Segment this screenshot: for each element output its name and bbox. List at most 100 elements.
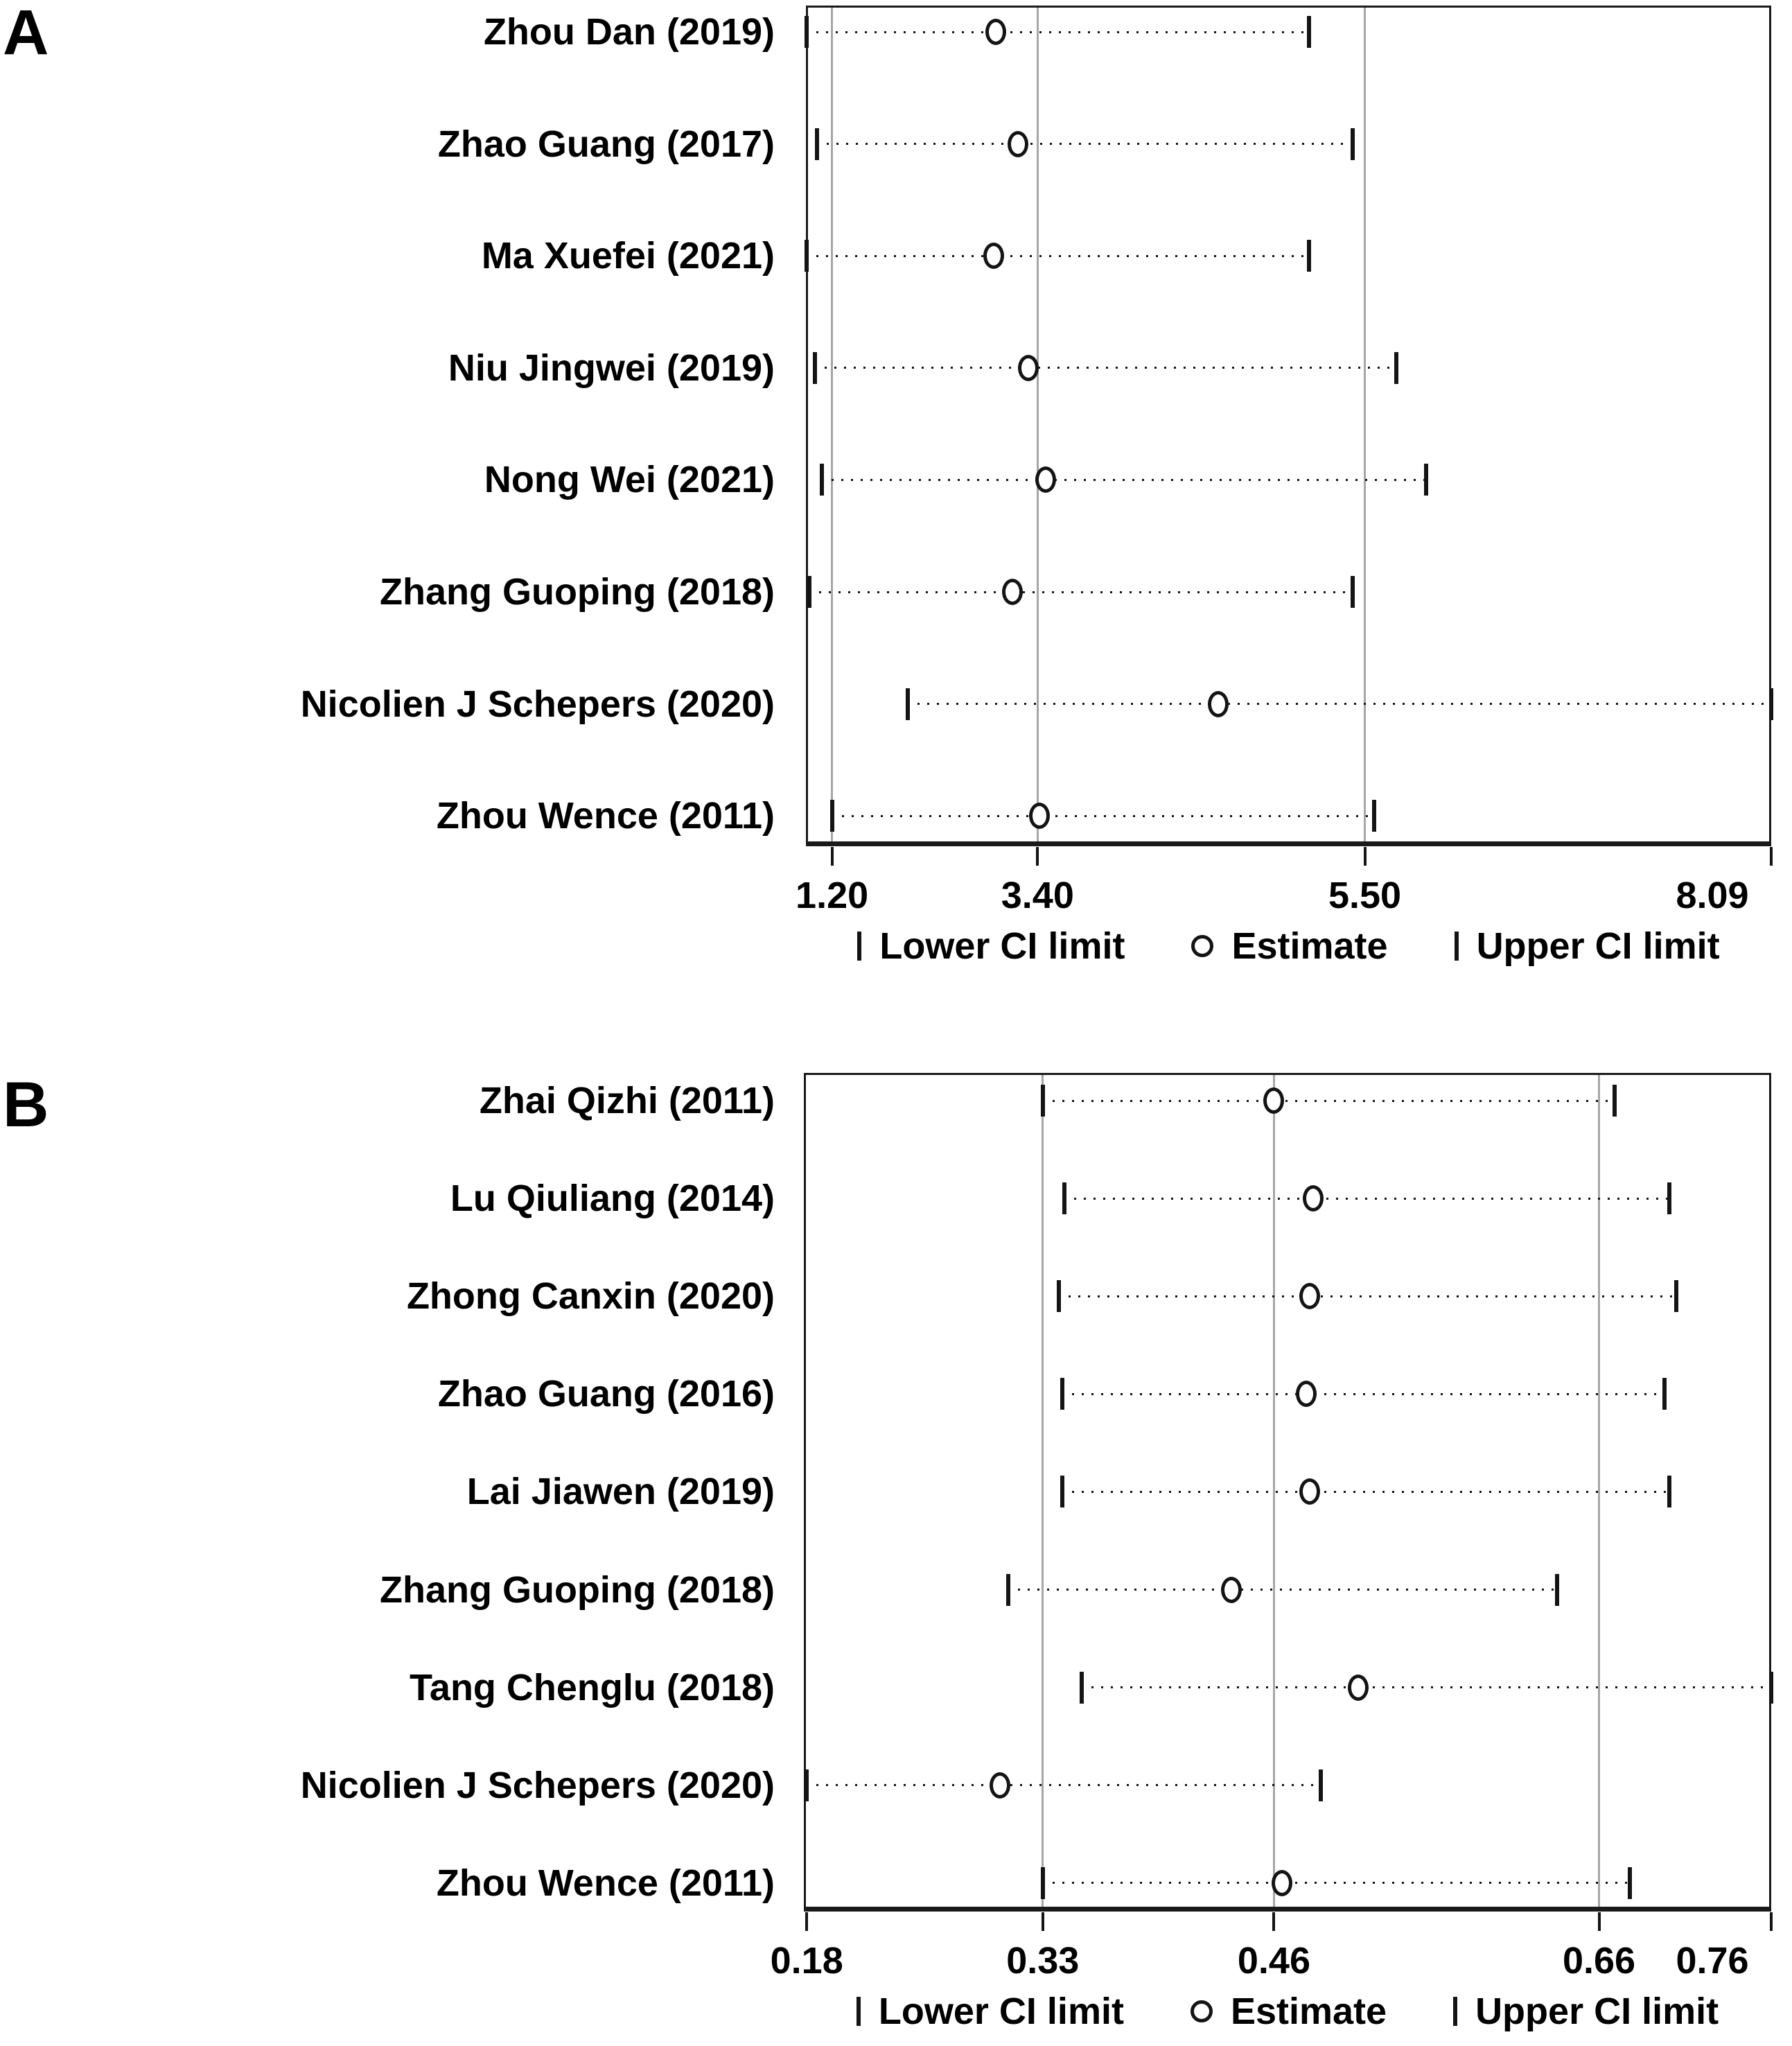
study-label: Zhao Guang (2016) [437, 1373, 775, 1415]
lower-ci-tick [805, 16, 809, 48]
legend-label: Lower CI limit [878, 1991, 1124, 2032]
estimate-marker [1302, 1185, 1324, 1212]
estimate-marker [1028, 803, 1050, 830]
ci-line [1042, 1882, 1631, 1885]
upper-ci-tick [1612, 1085, 1617, 1117]
upper-ci-tick [1662, 1378, 1667, 1410]
x-axis-tick [1597, 1912, 1601, 1931]
plot-box [806, 6, 1771, 846]
study-label: Lai Jiawen (2019) [466, 1471, 775, 1513]
estimate-marker [985, 19, 1006, 45]
x-axis-tick [1036, 847, 1039, 866]
lower-ci-tick [905, 688, 910, 720]
upper-ci-tick [1350, 576, 1355, 608]
legend-item-estimate: Estimate [1190, 1990, 1387, 2033]
ci-line [807, 1784, 1321, 1787]
ci-line [1062, 1392, 1664, 1395]
x-axis-tick-label: 1.20 [796, 875, 869, 916]
upper-ci-tick-icon [1454, 932, 1459, 961]
lower-ci-tick [819, 464, 824, 496]
gridline-5.50 [1364, 8, 1367, 841]
ci-line [821, 478, 1426, 481]
legend-label: Upper CI limit [1476, 925, 1720, 967]
x-axis-tick-label: 0.46 [1237, 1940, 1310, 1982]
x-axis-tick [1770, 1912, 1773, 1931]
legend-item-lower-ci: Lower CI limit [856, 1990, 1124, 2033]
estimate-marker [1299, 1478, 1321, 1505]
gridline-3.40 [1036, 8, 1039, 841]
ci-line [1062, 1490, 1670, 1493]
estimate-marker [1035, 466, 1056, 493]
x-axis-tick-label: 3.40 [1001, 875, 1074, 916]
legend-label: Estimate [1231, 925, 1388, 967]
study-label: Zhou Wence (2011) [436, 1862, 775, 1904]
upper-ci-tick [1667, 1182, 1672, 1215]
estimate-marker [1007, 130, 1028, 157]
upper-ci-tick [1306, 16, 1311, 48]
study-label: Zhong Canxin (2020) [406, 1275, 775, 1318]
study-label: Zhang Guoping (2018) [379, 571, 775, 613]
lower-ci-tick [805, 1769, 809, 1801]
lower-ci-tick-icon [857, 932, 862, 961]
estimate-marker [1272, 1869, 1293, 1896]
estimate-marker [1220, 1576, 1242, 1603]
ci-line [809, 591, 1353, 593]
lower-ci-tick [813, 351, 818, 384]
ci-line [817, 143, 1353, 146]
upper-ci-tick [1554, 1573, 1559, 1606]
lower-ci-tick [1080, 1671, 1084, 1704]
lower-ci-tick [1040, 1866, 1045, 1899]
ci-line [807, 30, 1309, 33]
estimate-marker [1299, 1283, 1321, 1310]
estimate-marker [983, 243, 1004, 270]
x-axis-tick-label: 0.33 [1006, 1940, 1080, 1982]
estimate-circle-icon [1190, 2000, 1213, 2022]
upper-ci-tick [1628, 1866, 1633, 1899]
upper-ci-tick-icon [1453, 1997, 1458, 2026]
ci-line [907, 703, 1771, 706]
ci-line [1042, 1099, 1615, 1102]
legend: Lower CI limit Estimate Upper CI limit [804, 1989, 1771, 2034]
lower-ci-tick [815, 128, 820, 160]
x-axis-tick-label: 0.66 [1562, 1940, 1636, 1982]
lower-ci-tick-icon [856, 1997, 861, 2026]
study-label: Zhao Guang (2017) [437, 123, 775, 165]
lower-ci-tick [1056, 1280, 1061, 1313]
study-label: Nong Wei (2021) [484, 459, 775, 501]
x-axis-tick [1041, 1912, 1044, 1931]
lower-ci-tick [807, 576, 812, 608]
ci-line [1058, 1295, 1677, 1297]
upper-ci-tick [1667, 1476, 1672, 1508]
study-label: Zhou Wence (2011) [436, 795, 775, 837]
ci-line [1008, 1589, 1557, 1591]
legend-label: Estimate [1230, 1991, 1387, 2032]
lower-ci-tick [1060, 1378, 1065, 1410]
legend-item-estimate: Estimate [1191, 925, 1388, 968]
upper-ci-tick [1372, 800, 1377, 832]
x-axis-tick [805, 1912, 809, 1931]
upper-ci-tick [1674, 1280, 1679, 1313]
lower-ci-tick [1005, 1573, 1010, 1606]
lower-ci-tick [829, 800, 834, 832]
x-axis-tick [1363, 847, 1367, 866]
x-axis-tick-label: 8.09 [1676, 875, 1749, 916]
ci-line [815, 367, 1396, 369]
study-label: Lu Qiuliang (2014) [450, 1178, 775, 1220]
estimate-marker [1017, 354, 1039, 381]
x-axis-tick-label: 0.18 [770, 1940, 843, 1982]
x-axis-tick [1272, 1912, 1276, 1931]
upper-ci-tick [1769, 1671, 1773, 1704]
legend: Lower CI limit Estimate Upper CI limit [806, 924, 1771, 968]
panel-letter: B [3, 1069, 49, 1140]
upper-ci-tick [1423, 464, 1428, 496]
estimate-marker [1296, 1381, 1317, 1408]
x-axis-tick [830, 847, 834, 866]
legend-item-upper-ci: Upper CI limit [1454, 925, 1720, 968]
upper-ci-tick [1394, 351, 1398, 384]
lower-ci-tick [1040, 1085, 1045, 1117]
gridline-1.20 [831, 8, 834, 841]
x-axis-tick [1770, 847, 1773, 866]
